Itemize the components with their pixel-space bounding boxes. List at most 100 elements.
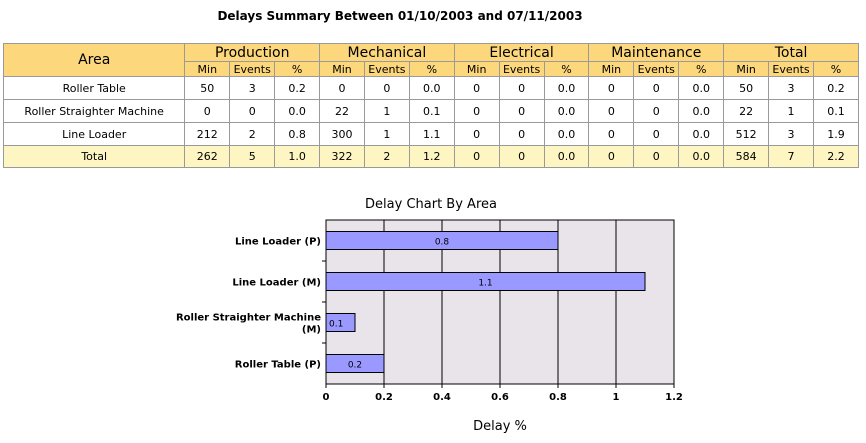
bar [325,272,646,291]
table-cell: 0.0 [543,76,590,100]
x-tick-label: 0.8 [549,392,567,403]
table-cell: 3 [229,76,276,100]
subheader-pct: % [813,61,859,77]
table-group-header-row: Area Production Mechanical Electrical Ma… [2,43,859,77]
area-cell: Total [2,145,186,168]
table-cell: 3 [768,122,814,146]
y-category-label: Line Loader (M) [232,278,321,289]
table-cell: 212 [184,122,231,146]
table-cell: 5 [229,145,276,168]
delays-summary-table: Area Production Mechanical Electrical Ma… [2,43,859,168]
table-cell: 1.0 [274,145,321,168]
table-cell: 50 [723,76,770,100]
table-cell: 1.1 [408,122,455,146]
table-cell: 0 [453,122,500,146]
group-header-mechanical: Mechanical [319,43,455,62]
subheader-events: Events [363,61,410,77]
chart-title: Delay Chart By Area [365,197,497,212]
table-body: Roller Table 50 3 0.2 0 0 0.0 0 0 0.0 0 0 0.0 50 3 0.2 R… [2,76,859,168]
table-cell: 0.8 [274,122,321,146]
area-cell: Roller Straighter Machine [2,99,186,123]
table-cell: 2.2 [813,145,859,168]
table-cell: 0.1 [813,99,859,123]
subheader-pct: % [678,61,725,77]
bars: 0.8 1.1 0.1 0.2 [325,231,646,373]
x-axis-label: Delay % [473,419,527,434]
table-cell: 0 [453,145,500,168]
subheader-events: Events [633,61,680,77]
table-cell: 1 [363,99,410,123]
subheader-events: Events [768,61,814,77]
table-cell: 0 [588,145,635,168]
table-cell: 3 [768,76,814,100]
table-cell: 0 [498,145,545,168]
table-cell: 0 [498,99,545,123]
table-cell: 0 [319,76,365,100]
subheader-min: Min [319,61,365,77]
bar-data-label: 1.1 [478,279,492,289]
table-cell: 2 [363,145,410,168]
x-tick-label: 0.2 [375,392,393,403]
x-tick-label: 1.2 [665,392,683,403]
bar [325,313,356,332]
table-cell: 2 [229,122,276,146]
subheader-min: Min [588,61,635,77]
group-header-production: Production [184,43,321,62]
x-axis: 0 0.2 0.4 0.6 0.8 1 1.2 [323,384,683,403]
table-cell: 0.0 [678,99,725,123]
table-cell: 0 [363,76,410,100]
subheader-events: Events [498,61,545,77]
x-tick-label: 0.6 [491,392,509,403]
table-cell: 0.0 [543,122,590,146]
table-cell: 262 [184,145,231,168]
bar-data-label: 0.2 [348,361,362,371]
table-cell: 584 [723,145,770,168]
bar [325,231,559,250]
table-cell: 0.2 [274,76,321,100]
table-cell: 0.0 [678,122,725,146]
subheader-min: Min [184,61,231,77]
group-header-maintenance: Maintenance [588,43,725,62]
table-row: Line Loader 212 2 0.8 300 1 1.1 0 0 0.0 0 0 0.0 512 3 1… [2,122,859,146]
table-total-row: Total 262 5 1.0 322 2 1.2 0 0 0.0 0 0 0.0 584 7 2.2 [2,145,859,168]
y-axis: Line Loader (P) Line Loader (M) Roller Str… [176,237,326,371]
table-cell: 0 [184,99,231,123]
table-row: Roller Table 50 3 0.2 0 0 0.0 0 0 0.0 0 0 0.0 50 3 0.2 [2,76,859,100]
table-cell: 322 [319,145,365,168]
table-cell: 0.0 [678,76,725,100]
subheader-min: Min [453,61,500,77]
table-cell: 0.1 [408,99,455,123]
table-cell: 300 [319,122,365,146]
table-cell: 0.2 [813,76,859,100]
table-cell: 0 [588,76,635,100]
subheader-pct: % [408,61,455,77]
table-row: Roller Straighter Machine 0 0 0.0 22 1 0.1 0 0 0.… [2,99,859,123]
table-cell: 1 [363,122,410,146]
table-cell: 0.0 [678,145,725,168]
subheader-pct: % [274,61,321,77]
table-cell: 0 [229,99,276,123]
area-cell: Roller Table [2,76,186,100]
report-title: Delays Summary Between 01/10/2003 and 07… [217,9,583,23]
table-cell: 22 [319,99,365,123]
y-category-label: Line Loader (P) [235,237,321,248]
bar-data-label: 0.8 [435,238,450,248]
y-category-label: Roller Straighter Machine (M) [176,313,321,336]
table-cell: 0.0 [274,99,321,123]
table-cell: 0 [633,122,680,146]
group-header-total: Total [723,43,859,62]
table-cell: 0 [498,122,545,146]
table-cell: 0 [453,76,500,100]
table-cell: 50 [184,76,231,100]
group-header-electrical: Electrical [453,43,590,62]
subheader-min: Min [723,61,770,77]
x-tick-label: 0 [323,392,330,403]
table-cell: 7 [768,145,814,168]
table-cell: 0.0 [543,145,590,168]
table-cell: 1.2 [408,145,455,168]
table-cell: 0 [588,99,635,123]
table-subheader-row: Min Events% Min Events% Min Events% Min Events%… [4,61,859,77]
table-cell: 1.9 [813,122,859,146]
subheader-events: Events [229,61,276,77]
bar-data-label: 0.1 [329,320,343,330]
